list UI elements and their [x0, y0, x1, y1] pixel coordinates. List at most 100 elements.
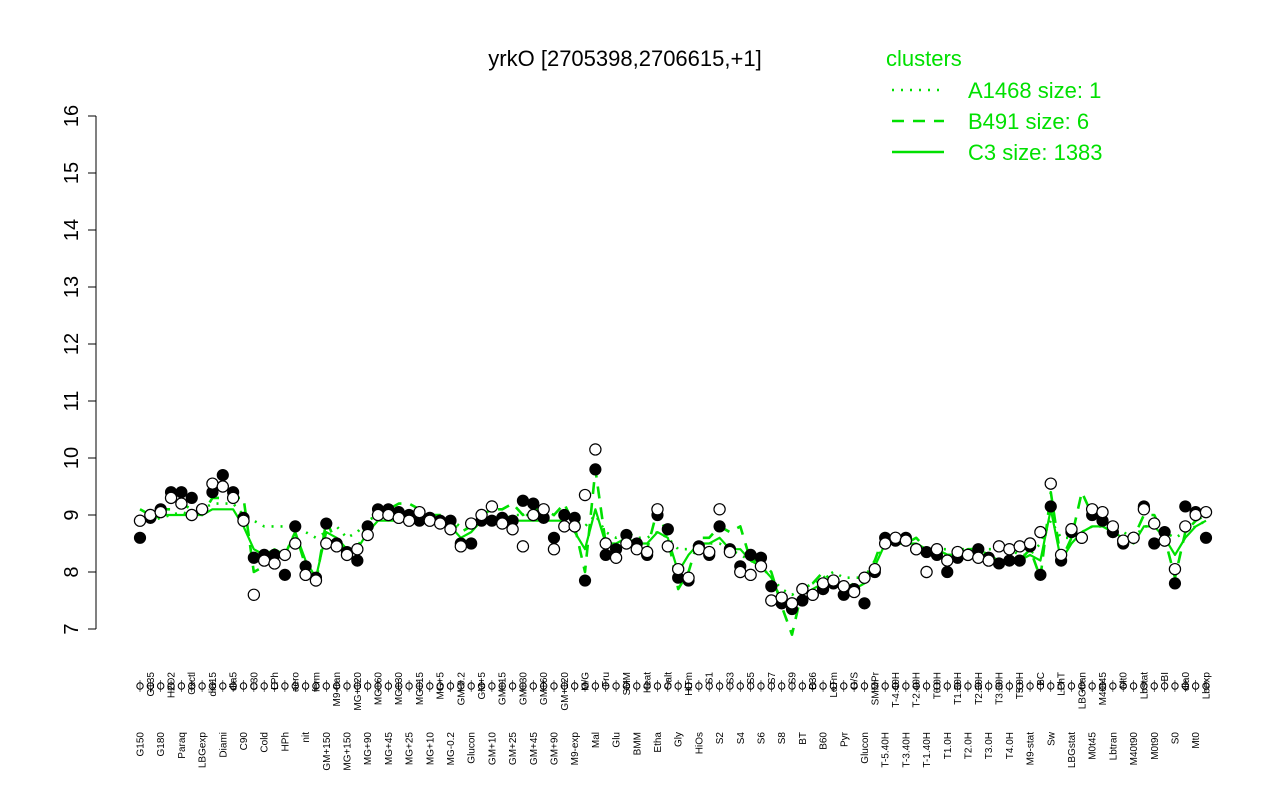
- data-point-open: [713, 503, 726, 516]
- x-tick-label: MG-0.2: [446, 732, 457, 766]
- data-point-open: [1075, 531, 1089, 545]
- x-tick-label: Lbexp: [1202, 672, 1213, 700]
- data-point-open: [1199, 505, 1213, 519]
- x-tick-label: LBGstat: [1067, 732, 1078, 768]
- x-tick-label: dia0: [1181, 672, 1192, 691]
- x-tick-label: Heat: [643, 672, 654, 693]
- data-point-open: [1013, 540, 1026, 553]
- data-point-open: [589, 443, 602, 456]
- data-point-open: [454, 540, 468, 553]
- data-point-open: [195, 503, 209, 516]
- x-tick-label: T5.0H: [1015, 672, 1026, 699]
- y-tick-label: 15: [61, 162, 83, 184]
- data-point-filled: [589, 463, 602, 476]
- data-point-open: [330, 540, 343, 553]
- x-tick-label: HiTm: [684, 672, 695, 696]
- x-tick-label: Paraq: [177, 732, 188, 759]
- data-point-open: [847, 585, 861, 599]
- x-tick-label: LBGtran: [1077, 672, 1088, 709]
- data-point-open: [1158, 534, 1171, 547]
- data-point-open: [1044, 477, 1057, 490]
- data-point-open: [278, 548, 292, 562]
- y-tick-label: 12: [61, 333, 83, 355]
- data-point-open: [506, 523, 519, 536]
- x-tick-label: Cold: [260, 732, 271, 753]
- data-point-open: [558, 520, 571, 533]
- data-point-open: [1179, 520, 1192, 533]
- data-point-filled: [278, 568, 291, 581]
- data-point-open: [992, 540, 1006, 553]
- x-tick-label: S6: [756, 732, 767, 745]
- x-tick-label: GM+60: [539, 672, 550, 706]
- data-point-filled: [185, 491, 198, 504]
- data-point-open: [785, 597, 799, 610]
- data-point-open: [1065, 523, 1078, 536]
- x-tick-label: M0t90: [1150, 732, 1161, 760]
- x-tick-label: T3.0H: [984, 732, 995, 759]
- x-tick-label: LoTm: [829, 672, 840, 698]
- x-tick-label: dia5: [229, 672, 240, 691]
- data-point-open: [361, 528, 374, 542]
- data-point-open: [816, 577, 830, 590]
- data-point-open: [1189, 508, 1202, 522]
- x-tick-label: LPh: [270, 672, 281, 690]
- data-point-open: [268, 557, 281, 570]
- data-point-filled: [578, 574, 592, 587]
- data-point-open: [692, 543, 706, 556]
- data-point-filled: [289, 520, 302, 533]
- data-point-open: [320, 537, 333, 550]
- y-tick-label: 7: [61, 623, 83, 634]
- x-tick-label: Lbstat: [1139, 672, 1150, 699]
- x-tick-label: S0: [1170, 732, 1181, 745]
- x-tick-label: aero: [291, 672, 302, 692]
- y-tick-label: 9: [61, 509, 83, 520]
- data-point-open: [164, 491, 178, 505]
- data-point-open: [858, 571, 871, 584]
- data-point-filled: [320, 517, 333, 530]
- data-point-open: [423, 514, 436, 527]
- x-tick-label: GM-0.2: [456, 672, 467, 706]
- x-tick-label: BMM: [632, 732, 643, 755]
- data-point-open: [527, 508, 540, 522]
- x-tick-label: MG+15: [415, 672, 426, 706]
- x-tick-label: Oxctl: [187, 672, 198, 695]
- x-tick-label: S7: [767, 672, 778, 685]
- x-tick-label: BI: [1160, 672, 1171, 681]
- data-point-open: [609, 551, 623, 564]
- data-point-open: [744, 568, 757, 582]
- data-point-filled: [175, 486, 188, 499]
- x-tick-label: M9-tran: [332, 672, 343, 706]
- x-tick-label: GM+15: [498, 672, 509, 706]
- data-point-open: [516, 540, 530, 553]
- x-tick-label: GM+150: [322, 732, 333, 771]
- x-tick-label: MG+90: [363, 732, 374, 766]
- x-tick-label: S4: [736, 732, 747, 745]
- data-point-open: [661, 540, 675, 553]
- x-tick-label: M40t45: [1098, 672, 1109, 706]
- data-point-open: [1106, 520, 1120, 533]
- x-tick-label: M/G: [581, 672, 592, 691]
- x-tick-label: dia15: [208, 672, 219, 697]
- data-point-open: [1127, 531, 1140, 545]
- data-point-filled: [1034, 568, 1047, 581]
- data-point-filled: [796, 594, 809, 607]
- x-tick-label: B36: [808, 672, 819, 690]
- data-point-open: [402, 514, 416, 527]
- y-axis: 7 8 9 10 11 12 13 14 15 16: [61, 105, 97, 635]
- data-point-open: [392, 511, 405, 525]
- x-tick-label: T-4.40H: [891, 672, 902, 708]
- data-point-open: [765, 594, 778, 607]
- data-point-open: [775, 591, 788, 604]
- data-point-open: [754, 560, 768, 573]
- data-point-filled: [765, 580, 778, 593]
- x-tick-label: HiOs: [694, 732, 705, 754]
- data-point-open: [827, 574, 840, 587]
- x-tick-label: Glucon: [467, 732, 478, 764]
- x-tick-label: Mt0: [1191, 732, 1202, 749]
- data-point-open: [723, 545, 737, 559]
- data-point-open: [444, 523, 457, 536]
- data-point-open: [734, 565, 747, 579]
- chart-title: yrkO [2705398,2706615,+1]: [488, 46, 761, 71]
- data-point-open: [289, 537, 302, 550]
